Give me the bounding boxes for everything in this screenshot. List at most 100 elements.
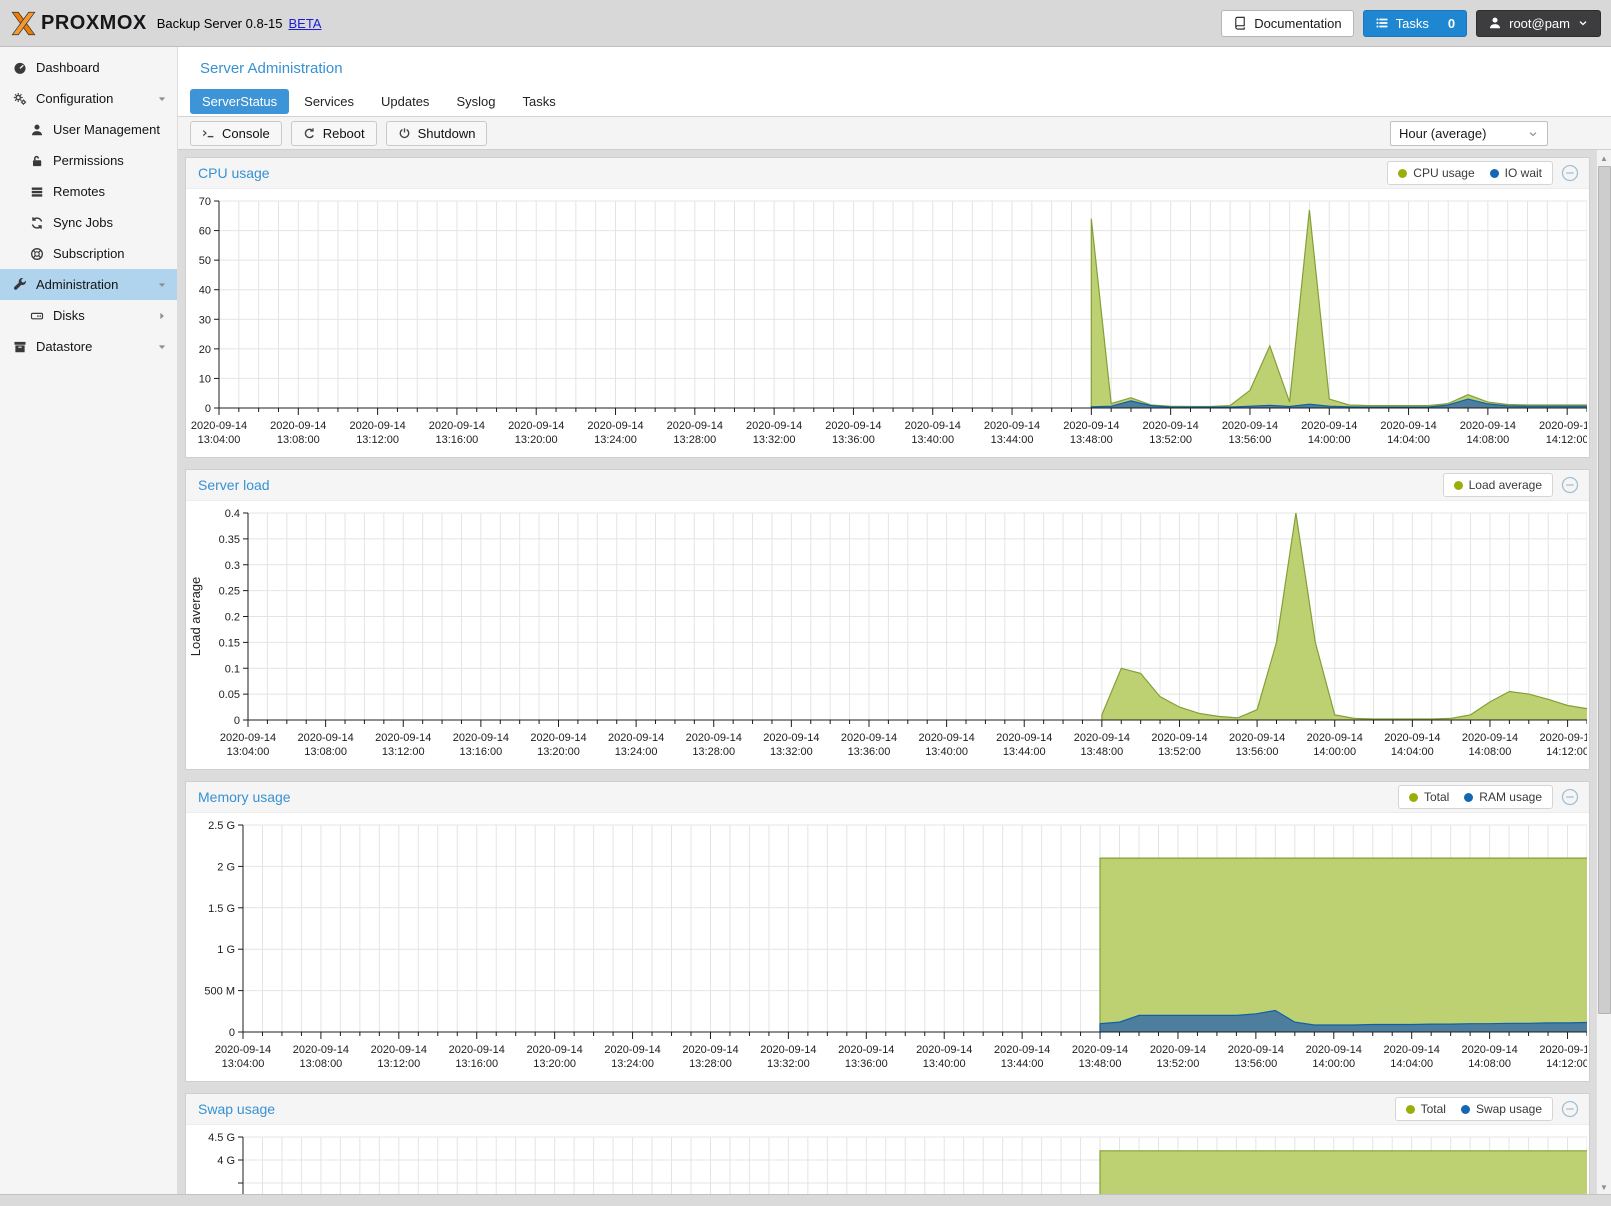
power-icon	[398, 127, 411, 140]
collapse-panel-icon[interactable]	[1561, 164, 1579, 182]
svg-text:13:36:00: 13:36:00	[832, 434, 875, 446]
scrollbar-thumb[interactable]	[1598, 166, 1611, 1014]
svg-text:2020-09-14: 2020-09-14	[841, 732, 897, 744]
svg-text:13:36:00: 13:36:00	[848, 746, 891, 758]
svg-text:13:52:00: 13:52:00	[1149, 434, 1192, 446]
svg-text:13:04:00: 13:04:00	[227, 746, 270, 758]
svg-text:2020-09-14: 2020-09-14	[220, 732, 276, 744]
caret-right-icon[interactable]	[156, 310, 168, 322]
svg-text:2020-09-14: 2020-09-14	[825, 420, 881, 432]
reboot-label: Reboot	[323, 126, 365, 141]
svg-text:14:12:00: 14:12:00	[1546, 434, 1587, 446]
reboot-button[interactable]: Reboot	[291, 121, 377, 146]
tab-updates[interactable]: Updates	[369, 89, 441, 114]
svg-text:2020-09-14: 2020-09-14	[1150, 1044, 1206, 1056]
tasks-count-badge: 0	[1448, 16, 1455, 31]
charts-scroll-area: CPU usageCPU usageIO wait706050403020100…	[178, 150, 1611, 1195]
scroll-down-arrow[interactable]: ▼	[1597, 1180, 1611, 1194]
panel-header-cpu-usage: CPU usageCPU usageIO wait	[186, 158, 1589, 189]
svg-text:2020-09-14: 2020-09-14	[453, 732, 509, 744]
svg-text:20: 20	[199, 344, 211, 356]
svg-text:2020-09-14: 2020-09-14	[1384, 1044, 1440, 1056]
collapse-panel-icon[interactable]	[1561, 1100, 1579, 1118]
svg-text:2 G: 2 G	[217, 861, 235, 873]
user-menu-button[interactable]: root@pam	[1476, 10, 1601, 37]
beta-link[interactable]: BETA	[288, 16, 321, 31]
svg-text:13:28:00: 13:28:00	[692, 746, 735, 758]
svg-text:13:24:00: 13:24:00	[615, 746, 658, 758]
tab-services[interactable]: Services	[292, 89, 366, 114]
svg-text:14:08:00: 14:08:00	[1466, 434, 1509, 446]
sync-icon	[30, 216, 44, 230]
svg-text:2020-09-14: 2020-09-14	[1462, 732, 1518, 744]
terminal-icon	[202, 127, 215, 140]
sidebar-item-label: Subscription	[53, 246, 125, 261]
sidebar-item-label: Dashboard	[36, 60, 100, 75]
user-label: root@pam	[1509, 16, 1570, 31]
svg-text:13:56:00: 13:56:00	[1236, 746, 1279, 758]
svg-text:13:44:00: 13:44:00	[1003, 746, 1046, 758]
tab-syslog[interactable]: Syslog	[444, 89, 507, 114]
svg-text:1 G: 1 G	[217, 944, 235, 956]
sidebar-item-subscription[interactable]: Subscription	[0, 238, 177, 269]
caret-down-icon[interactable]	[156, 93, 168, 105]
svg-text:70: 70	[199, 196, 211, 208]
legend-dot-icon	[1454, 481, 1463, 490]
svg-text:0.05: 0.05	[219, 689, 240, 701]
app-header: PROXMOX Backup Server 0.8-15 BETA Docume…	[0, 0, 1611, 47]
sidebar-item-user-management[interactable]: User Management	[0, 114, 177, 145]
chart-legend: TotalSwap usage	[1395, 1097, 1553, 1121]
svg-text:13:32:00: 13:32:00	[770, 746, 813, 758]
svg-text:13:08:00: 13:08:00	[304, 746, 347, 758]
collapse-panel-icon[interactable]	[1561, 788, 1579, 806]
sidebar-item-dashboard[interactable]: Dashboard	[0, 52, 177, 83]
shutdown-label: Shutdown	[418, 126, 476, 141]
sidebar-item-disks[interactable]: Disks	[0, 300, 177, 331]
tab-serverstatus[interactable]: ServerStatus	[190, 89, 289, 114]
svg-text:13:20:00: 13:20:00	[537, 746, 580, 758]
svg-text:13:48:00: 13:48:00	[1079, 1058, 1122, 1070]
svg-text:10: 10	[199, 373, 211, 385]
legend-label: RAM usage	[1479, 790, 1542, 804]
svg-text:0.35: 0.35	[219, 534, 240, 546]
svg-text:2020-09-14: 2020-09-14	[1074, 732, 1130, 744]
time-range-select[interactable]: Hour (average)	[1390, 121, 1548, 146]
main-area: Server Administration ServerStatusServic…	[178, 47, 1611, 1195]
caret-down-icon[interactable]	[156, 341, 168, 353]
vertical-scrollbar[interactable]: ▲ ▼	[1596, 150, 1611, 1195]
sidebar-item-sync-jobs[interactable]: Sync Jobs	[0, 207, 177, 238]
svg-text:13:28:00: 13:28:00	[689, 1058, 732, 1070]
console-button[interactable]: Console	[190, 121, 282, 146]
legend-dot-icon	[1406, 1105, 1415, 1114]
caret-down-icon[interactable]	[156, 279, 168, 291]
svg-text:13:24:00: 13:24:00	[594, 434, 637, 446]
sidebar-item-configuration[interactable]: Configuration	[0, 83, 177, 114]
scroll-up-arrow[interactable]: ▲	[1597, 151, 1611, 165]
svg-text:2020-09-14: 2020-09-14	[1151, 732, 1207, 744]
chart-server-load: 0.40.350.30.250.20.150.10.0502020-09-141…	[186, 501, 1587, 769]
svg-text:14:08:00: 14:08:00	[1469, 746, 1512, 758]
svg-text:40: 40	[199, 285, 211, 297]
sidebar-item-permissions[interactable]: Permissions	[0, 145, 177, 176]
documentation-button[interactable]: Documentation	[1221, 10, 1353, 37]
sidebar-item-datastore[interactable]: Datastore	[0, 331, 177, 362]
svg-text:2020-09-14: 2020-09-14	[1072, 1044, 1128, 1056]
svg-text:13:20:00: 13:20:00	[515, 434, 558, 446]
svg-text:13:56:00: 13:56:00	[1234, 1058, 1277, 1070]
svg-text:13:12:00: 13:12:00	[356, 434, 399, 446]
tab-tasks[interactable]: Tasks	[510, 89, 567, 114]
svg-text:13:32:00: 13:32:00	[753, 434, 796, 446]
panel-header-swap-usage: Swap usageTotalSwap usage	[186, 1094, 1589, 1125]
svg-text:14:08:00: 14:08:00	[1468, 1058, 1511, 1070]
svg-text:2020-09-14: 2020-09-14	[905, 420, 961, 432]
sidebar-item-administration[interactable]: Administration	[0, 269, 177, 300]
shutdown-button[interactable]: Shutdown	[386, 121, 488, 146]
svg-text:13:12:00: 13:12:00	[382, 746, 425, 758]
svg-text:13:36:00: 13:36:00	[845, 1058, 888, 1070]
tasks-button[interactable]: Tasks 0	[1363, 10, 1467, 37]
svg-text:2020-09-14: 2020-09-14	[429, 420, 485, 432]
collapse-panel-icon[interactable]	[1561, 476, 1579, 494]
svg-text:2020-09-14: 2020-09-14	[1461, 1044, 1517, 1056]
proxmox-x-icon	[10, 10, 37, 37]
sidebar-item-remotes[interactable]: Remotes	[0, 176, 177, 207]
